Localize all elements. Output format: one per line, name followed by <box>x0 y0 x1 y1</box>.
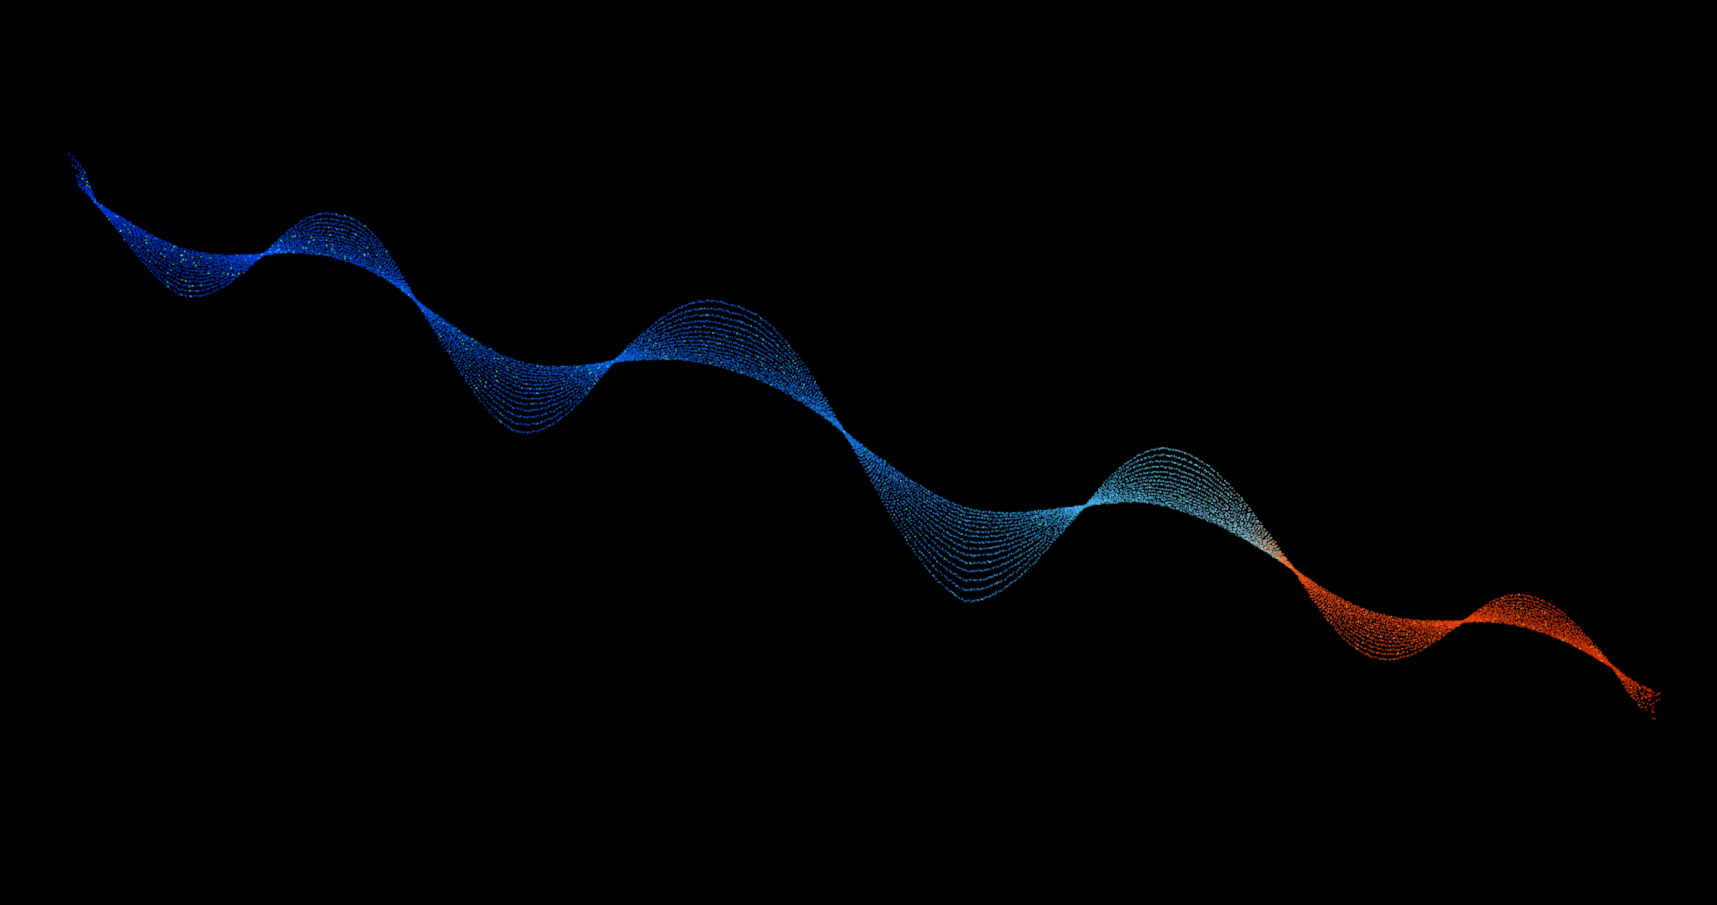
wave-ribbon-canvas <box>0 0 1717 905</box>
artwork-background <box>0 0 1717 905</box>
